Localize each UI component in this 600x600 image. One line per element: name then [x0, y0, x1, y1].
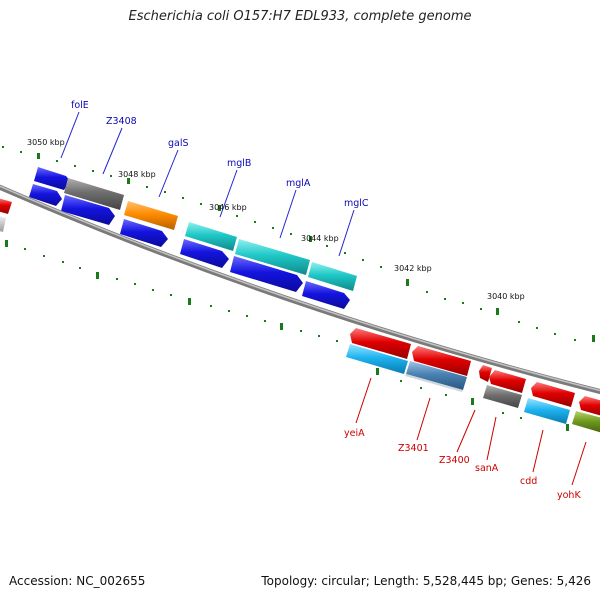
- cds-feature: [406, 361, 467, 390]
- gene-label-Z3408: Z3408: [106, 116, 137, 127]
- ruler-label: 3048 kbp: [118, 170, 156, 179]
- gene-label-Z3401: Z3401: [398, 443, 429, 454]
- cds-feature: [531, 382, 575, 407]
- gene-label-mglC: mglC: [344, 198, 369, 209]
- cds-feature: [308, 262, 357, 291]
- gene-label-sanA: sanA: [475, 463, 499, 474]
- ruler-labels: 3050 kbp 3048 kbp 3046 kbp 3044 kbp 3042…: [27, 138, 525, 301]
- cds-feature: [405, 374, 463, 392]
- cds-feature: [61, 195, 115, 225]
- ruler-label: 3050 kbp: [27, 138, 65, 147]
- gene-label-yohK: yohK: [557, 490, 581, 501]
- left-edge-fragments: [0, 216, 8, 247]
- cds-feature: [489, 370, 526, 393]
- gene-label-mglB: mglB: [227, 158, 251, 169]
- reverse-gene-labels: yeiA Z3401 Z3400 sanA cdd yohK: [344, 377, 587, 501]
- cds-feature: [524, 398, 570, 424]
- gene-label-cdd: cdd: [520, 476, 537, 487]
- cds-feature: [346, 344, 408, 374]
- cds-feature: [302, 281, 350, 309]
- forward-strand-row2: [29, 184, 350, 309]
- gene-label-yeiA: yeiA: [344, 428, 365, 439]
- reverse-strand-row1: [350, 328, 600, 416]
- forward-strand-row1: [0, 167, 357, 291]
- cds-feature: [185, 222, 237, 251]
- cds-feature: [180, 239, 229, 268]
- cds-feature: [29, 184, 62, 206]
- genome-backbone: [0, 184, 600, 395]
- ruler-label: 3044 kbp: [301, 234, 339, 243]
- inner-tick-row: [24, 248, 569, 431]
- cds-feature: [483, 385, 522, 408]
- cds-feature: [0, 198, 12, 214]
- ruler-label: 3042 kbp: [394, 264, 432, 273]
- cds-feature: [120, 219, 168, 247]
- outer-tick-row: [2, 146, 595, 342]
- cds-feature: [572, 411, 600, 433]
- cds-feature: [235, 239, 310, 275]
- ruler-label: 3040 kbp: [487, 292, 525, 301]
- cds-feature: [124, 201, 178, 230]
- accession-text: Accession: NC_002655: [9, 574, 146, 588]
- cds-feature: [64, 178, 124, 210]
- cds-feature: [34, 167, 70, 190]
- forward-gene-labels: folE Z3408 galS mglB mglA mglC: [60, 100, 369, 257]
- gene-label-Z3400: Z3400: [439, 455, 470, 466]
- gene-label-galS: galS: [168, 138, 189, 149]
- cds-feature: [412, 346, 471, 376]
- cds-feature: [230, 256, 303, 292]
- cds-feature: [479, 365, 492, 382]
- ruler-label: 3046 kbp: [209, 203, 247, 212]
- genome-stats-text: Topology: circular; Length: 5,528,445 bp…: [261, 574, 591, 588]
- map-title: Escherichia coli O157:H7 EDL933, complet…: [128, 9, 472, 24]
- cds-feature: [350, 328, 411, 359]
- reverse-strand-row2: [346, 344, 600, 433]
- gene-label-folE: folE: [71, 100, 89, 111]
- cds-feature: [579, 396, 600, 416]
- gene-label-mglA: mglA: [286, 178, 311, 189]
